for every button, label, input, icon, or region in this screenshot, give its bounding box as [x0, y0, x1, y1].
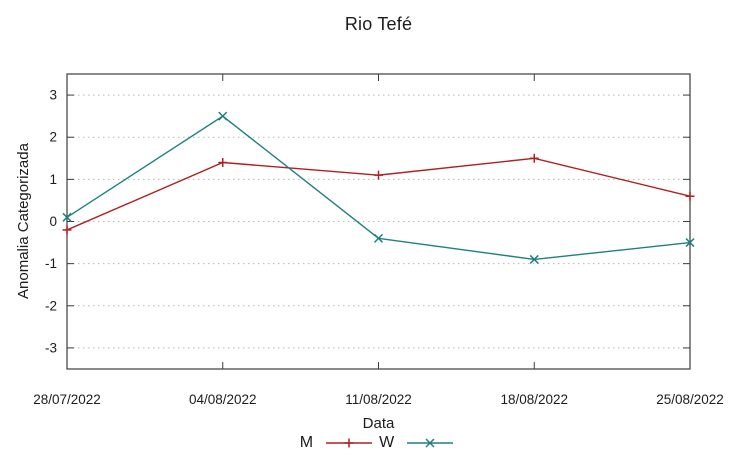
legend-label-w: W: [379, 434, 395, 451]
legend-swatch-m: [326, 438, 373, 448]
x-axis-label: Data: [362, 415, 395, 432]
svg-text:2: 2: [49, 130, 57, 145]
svg-text:3: 3: [49, 88, 57, 103]
svg-text:-3: -3: [45, 340, 57, 355]
legend: M W: [0, 434, 753, 452]
svg-text:11/08/2022: 11/08/2022: [345, 392, 412, 407]
svg-text:25/08/2022: 25/08/2022: [656, 392, 724, 407]
legend-label-m: M: [299, 434, 314, 451]
svg-text:0: 0: [49, 214, 57, 229]
svg-text:04/08/2022: 04/08/2022: [189, 392, 257, 407]
svg-text:1: 1: [49, 172, 57, 187]
legend-item-w: W: [379, 434, 454, 452]
svg-text:-1: -1: [45, 256, 57, 271]
svg-text:-2: -2: [45, 298, 57, 313]
legend-swatch-w: [407, 438, 454, 448]
svg-text:28/07/2022: 28/07/2022: [33, 392, 101, 407]
chart-title: Rio Tefé: [344, 14, 413, 34]
svg-text:18/08/2022: 18/08/2022: [500, 392, 568, 407]
legend-item-m: M: [299, 434, 373, 452]
